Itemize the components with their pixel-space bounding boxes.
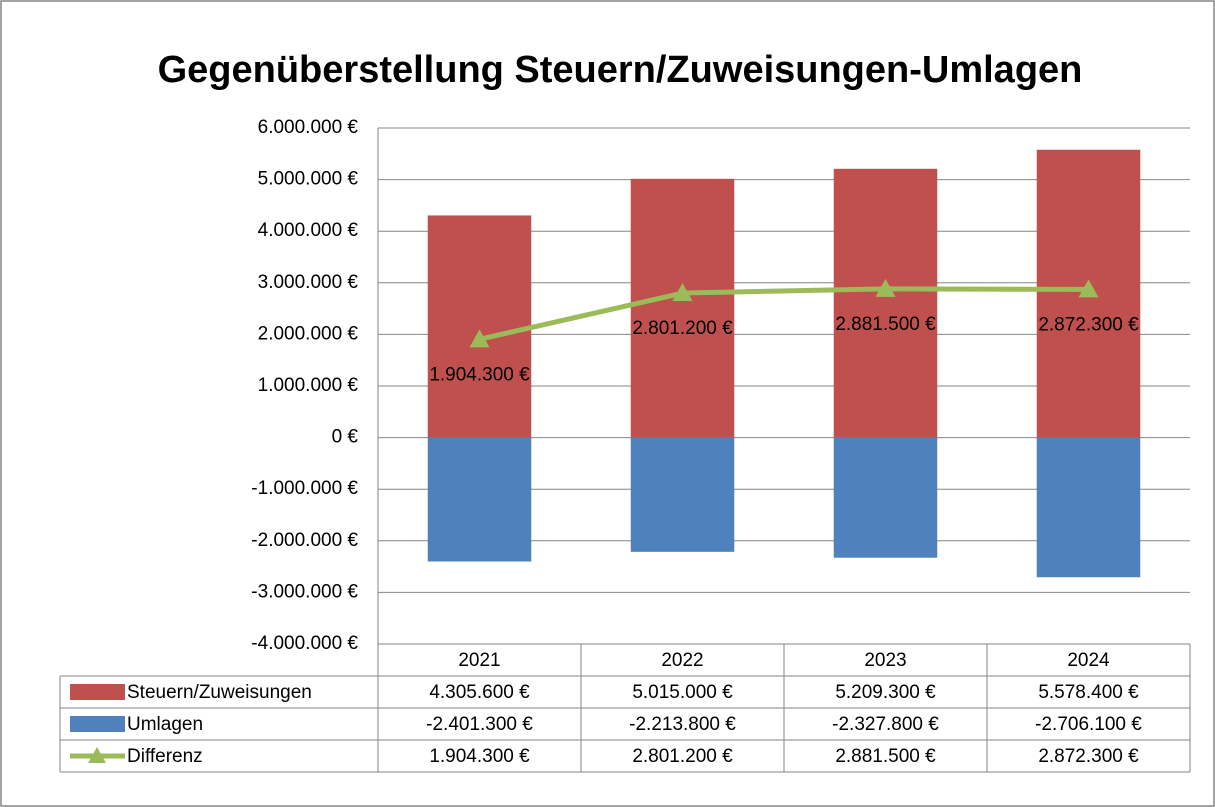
table-cell: -2.401.300 € <box>426 714 533 735</box>
data-label: 2.881.500 € <box>835 314 936 335</box>
line-marker <box>875 278 896 297</box>
bar <box>833 437 938 558</box>
y-tick-label: 5.000.000 € <box>258 169 359 190</box>
x-tick-label: 2023 <box>864 650 906 671</box>
table-cell: 1.904.300 € <box>429 746 530 767</box>
data-label: 2.872.300 € <box>1038 314 1139 335</box>
bar <box>630 437 735 552</box>
y-tick-label: -4.000.000 € <box>251 633 358 654</box>
data-label: 1.904.300 € <box>429 364 530 385</box>
table-cell: -2.706.100 € <box>1035 714 1142 735</box>
y-tick-label: -2.000.000 € <box>251 530 358 551</box>
x-tick-label: 2021 <box>458 650 500 671</box>
legend-label: Steuern/Zuweisungen <box>127 682 312 703</box>
x-tick-label: 2022 <box>661 650 703 671</box>
bar <box>1036 437 1141 578</box>
table-cell: 2.872.300 € <box>1038 746 1139 767</box>
table-cell: 5.015.000 € <box>632 682 733 703</box>
y-tick-label: 1.000.000 € <box>258 375 359 396</box>
legend-key <box>70 684 125 700</box>
legend-key <box>70 716 125 732</box>
legend-label: Umlagen <box>127 714 203 735</box>
table-cell: -2.213.800 € <box>629 714 736 735</box>
table-cell: -2.327.800 € <box>832 714 939 735</box>
y-tick-label: -3.000.000 € <box>251 581 358 602</box>
bar <box>630 178 735 438</box>
bar <box>427 437 532 562</box>
legend-key <box>88 747 106 763</box>
table-cell: 2.801.200 € <box>632 746 733 767</box>
bar <box>833 168 938 438</box>
line-marker <box>1078 279 1099 298</box>
legend-label: Differenz <box>127 746 203 767</box>
y-tick-label: 0 € <box>332 427 359 448</box>
y-tick-label: 4.000.000 € <box>258 220 359 241</box>
table-cell: 4.305.600 € <box>429 682 530 703</box>
bar <box>427 215 532 438</box>
line-marker <box>469 329 490 348</box>
y-tick-label: -1.000.000 € <box>251 478 358 499</box>
data-label: 2.801.200 € <box>632 318 733 339</box>
y-tick-label: 2.000.000 € <box>258 323 359 344</box>
table-cell: 2.881.500 € <box>835 746 936 767</box>
line <box>478 286 1089 342</box>
table-cell: 5.209.300 € <box>835 682 936 703</box>
chart-title: Gegenüberstellung Steuern/Zuweisungen-Um… <box>158 49 1083 91</box>
line-marker <box>672 283 693 302</box>
y-tick-label: 3.000.000 € <box>258 272 359 293</box>
y-tick-label: 6.000.000 € <box>258 117 359 138</box>
table-cell: 5.578.400 € <box>1038 682 1139 703</box>
x-tick-label: 2024 <box>1067 650 1110 671</box>
